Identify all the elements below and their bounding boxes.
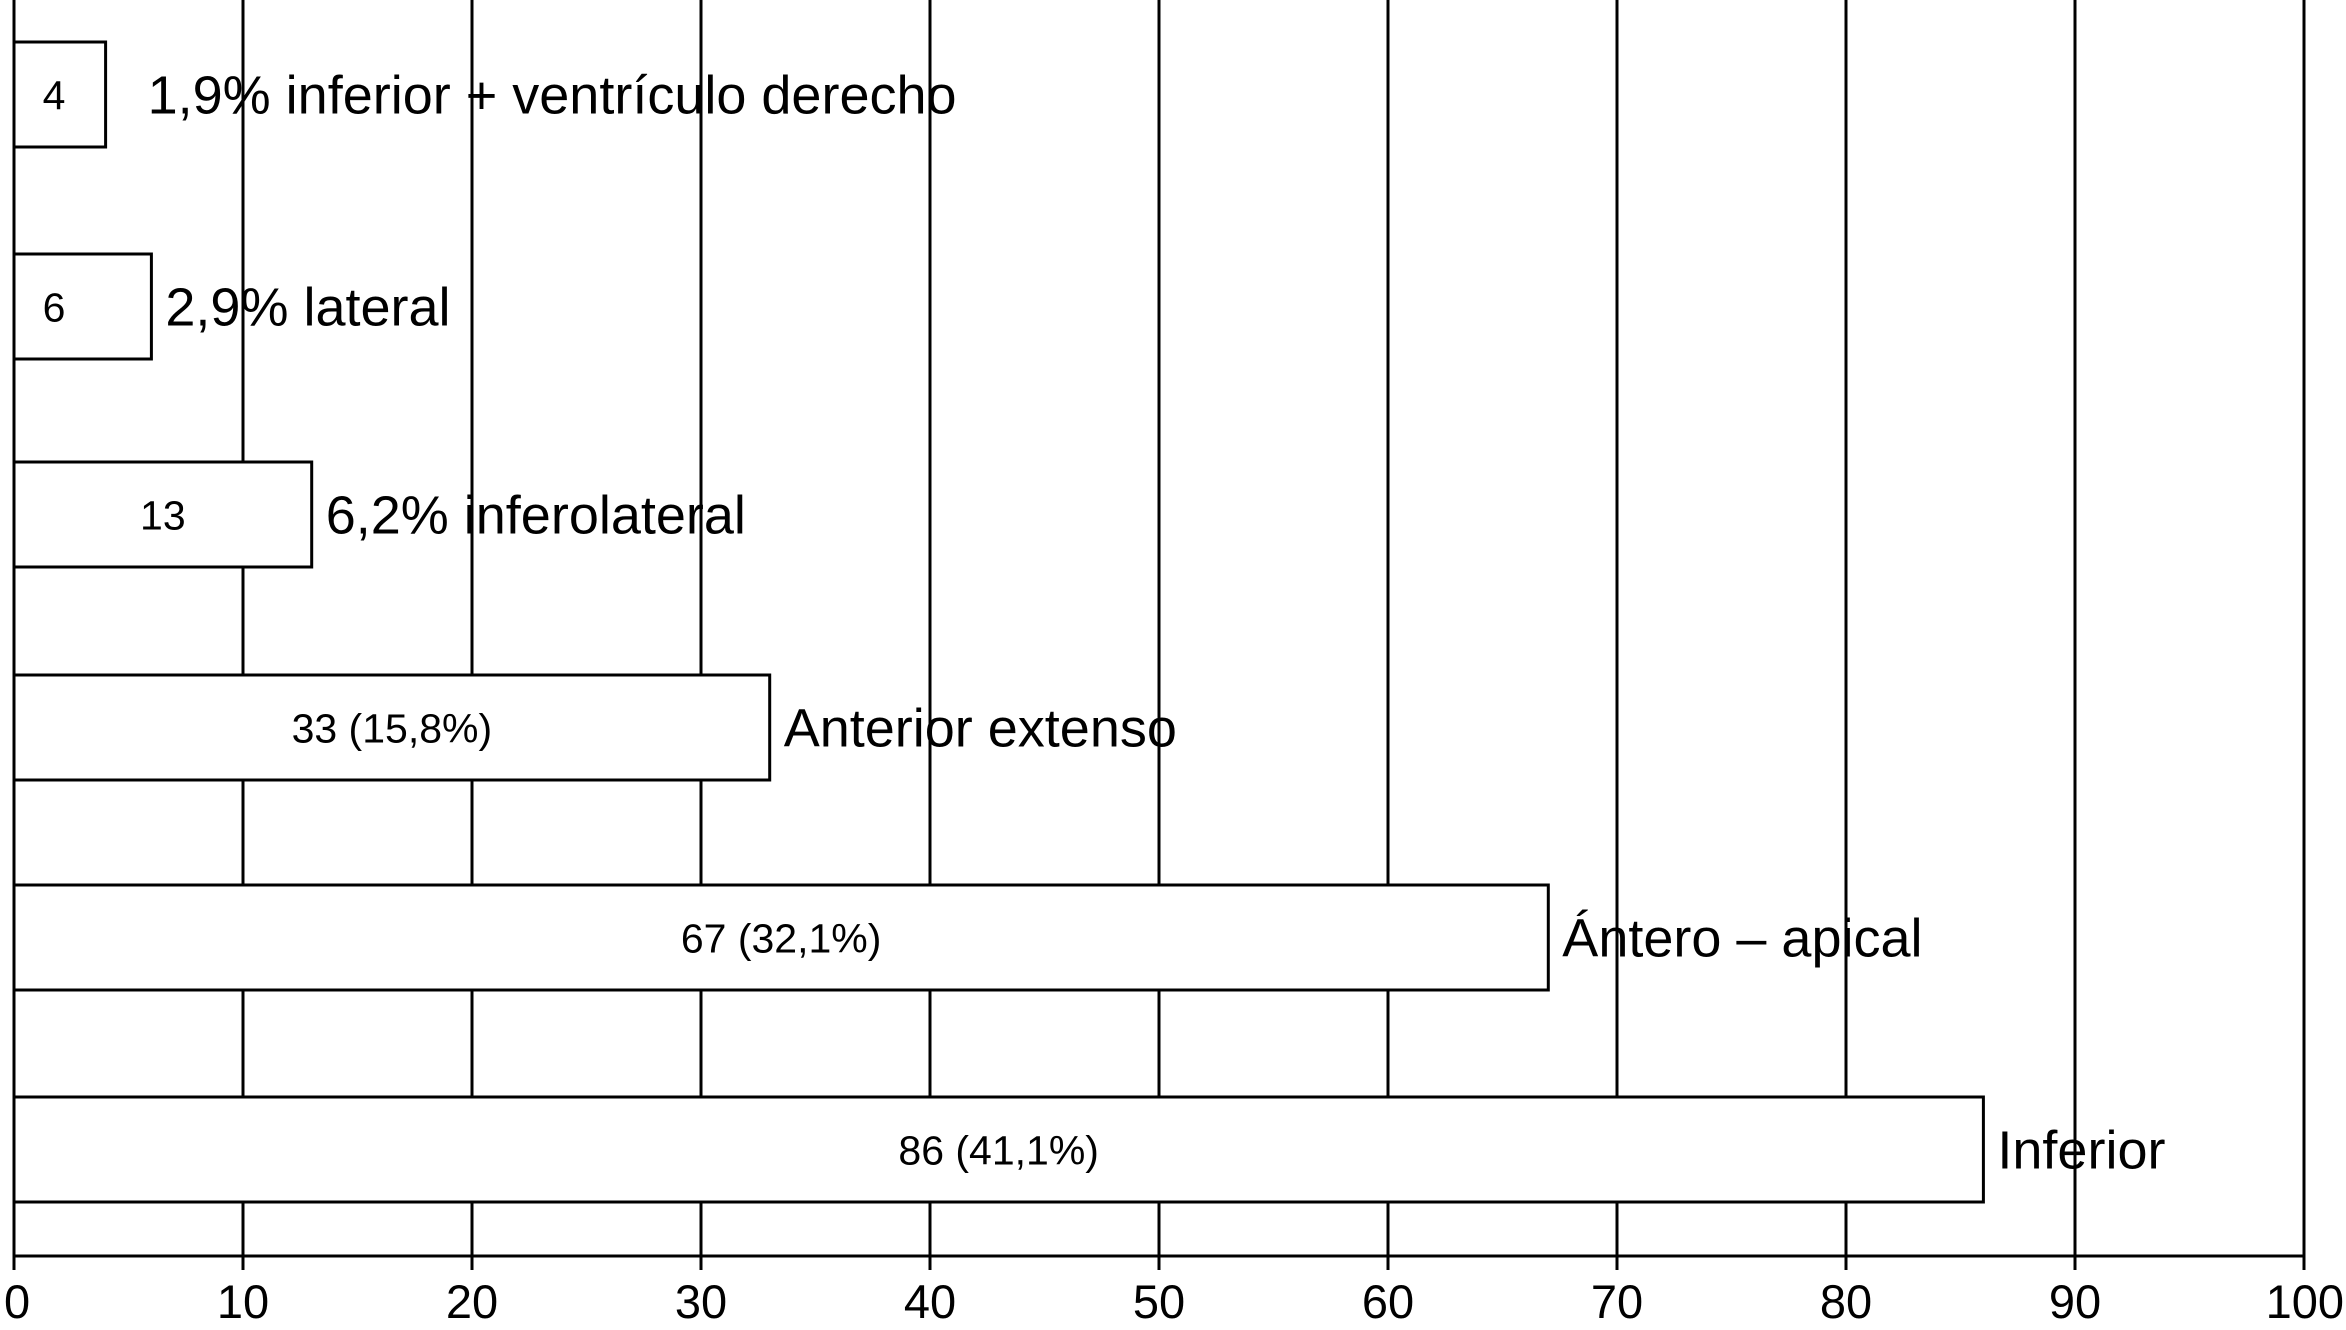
bar-category-label: 2,9% lateral (165, 278, 450, 338)
bar (12, 883, 1550, 992)
x-tick-label: 40 (904, 1275, 956, 1328)
bar-value-label: 86 (41,1%) (898, 1128, 1099, 1174)
bar-group: 86 (41,1%) Inferior (12, 1095, 2165, 1204)
x-tick-label: 70 (1591, 1275, 1643, 1328)
x-tick-label: 10 (217, 1275, 269, 1328)
x-tick-label: 20 (446, 1275, 498, 1328)
bar-category-label: 6,2% inferolateral (326, 486, 746, 546)
bar-value-label: 4 (43, 73, 66, 119)
bar-group: 33 (15,8%) Anterior extenso (12, 673, 1177, 782)
bar-category-label: 1,9% inferior + ventrículo derecho (148, 66, 957, 126)
x-tick-label: 60 (1362, 1275, 1414, 1328)
x-tick-label: 90 (2049, 1275, 2101, 1328)
bar-group: 13 6,2% inferolateral (12, 460, 746, 569)
bar (12, 1095, 1985, 1204)
bar (12, 673, 772, 782)
bar-group: 4 1,9% inferior + ventrículo derecho (12, 40, 957, 149)
bar-group: 6 2,9% lateral (12, 252, 451, 361)
bar (12, 40, 108, 149)
x-tick-label: 30 (675, 1275, 727, 1328)
bar-value-label: 6 (43, 285, 66, 331)
bar-category-label: Inferior (1997, 1121, 2165, 1181)
grid-layer (12, 0, 2306, 1256)
bar-value-label: 33 (15,8%) (292, 706, 493, 752)
x-tick-label: 0 (4, 1275, 30, 1328)
x-tick-label: 80 (1820, 1275, 1872, 1328)
bar (12, 460, 314, 569)
x-axis: 0 10 20 30 40 50 60 70 80 90 100 (4, 1254, 2344, 1328)
bar-value-label: 13 (140, 493, 186, 539)
bar-category-label: Anterior extenso (784, 699, 1177, 759)
bar (12, 252, 153, 361)
bar-value-label: 67 (32,1%) (681, 916, 882, 962)
bar-group: 67 (32,1%) Ántero – apical (12, 883, 1923, 992)
x-tick-label: 50 (1133, 1275, 1185, 1328)
x-tick-label: 100 (2266, 1275, 2344, 1328)
bar-category-label: Ántero – apical (1562, 909, 1922, 969)
bars-layer: 4 1,9% inferior + ventrículo derecho 6 2,9%… (12, 40, 2165, 1204)
